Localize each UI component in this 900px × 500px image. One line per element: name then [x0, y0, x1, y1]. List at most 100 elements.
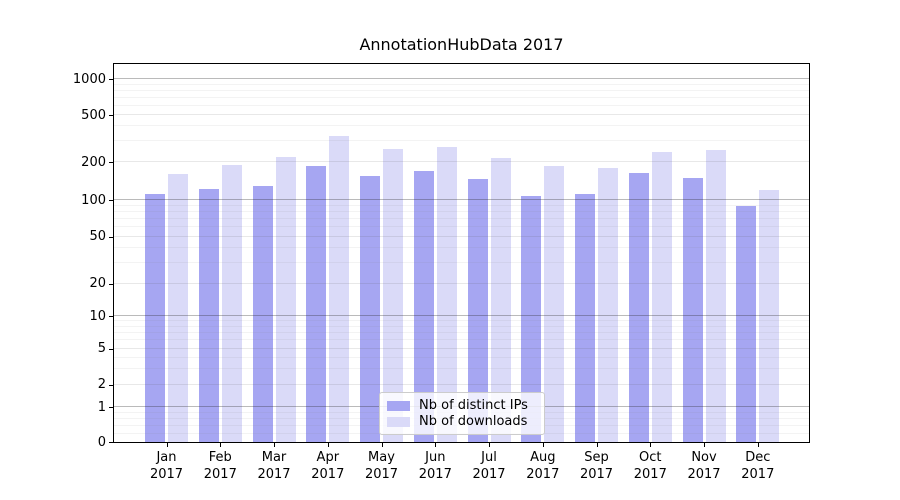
x-tick-label-may: May 2017	[364, 450, 399, 482]
bar-downloads-sep	[598, 167, 618, 442]
gridline-y-300	[114, 140, 809, 142]
y-tick-label-1: 1	[97, 399, 106, 415]
bar-downloads-oct	[651, 151, 672, 442]
y-tick-mark-2	[109, 384, 113, 386]
legend-swatch-downloads	[387, 417, 410, 427]
gridline-y-50	[114, 235, 809, 237]
x-tick-label-mar: Mar 2017	[257, 450, 291, 482]
gridline-y-700	[114, 96, 809, 98]
gridline-y-2	[114, 383, 809, 385]
bar-distinct-ips-sep	[575, 194, 595, 442]
x-tick-mark-feb	[220, 443, 222, 447]
bar-distinct-ips-aug	[521, 196, 542, 442]
gridline-y-90	[114, 204, 809, 206]
x-tick-mark-jul	[489, 443, 490, 447]
y-tick-mark-5	[109, 348, 113, 350]
bar-distinct-ips-mar	[252, 185, 273, 442]
x-tick-mark-jun	[435, 443, 437, 447]
x-tick-label-nov: Nov 2017	[687, 450, 721, 482]
y-tick-label-10: 10	[89, 308, 106, 324]
x-tick-mark-sep	[596, 443, 598, 447]
bar-distinct-ips-apr	[306, 166, 327, 442]
legend: Nb of distinct IPs Nb of downloads	[379, 392, 545, 435]
y-tick-mark-1	[109, 407, 113, 409]
bar-downloads-aug	[544, 166, 565, 442]
gridline-y-200	[114, 161, 809, 162]
y-tick-label-2: 2	[97, 377, 106, 393]
gridline-y-4	[114, 356, 809, 358]
y-tick-label-20: 20	[89, 276, 106, 292]
bar-downloads-nov	[705, 149, 726, 442]
bar-distinct-ips-dec	[736, 205, 757, 442]
bar-distinct-ips-may	[360, 176, 380, 442]
y-tick-mark-20	[109, 283, 113, 285]
x-tick-mark-dec	[757, 443, 759, 447]
gridline-y-5	[114, 347, 809, 349]
bar-downloads-jan	[168, 174, 188, 442]
y-tick-label-0: 0	[97, 434, 106, 450]
gridline-y-60	[114, 226, 809, 228]
y-tick-mark-500	[109, 115, 113, 116]
gridline-y-400	[114, 125, 809, 127]
y-tick-mark-50	[109, 236, 113, 238]
gridline-y-9	[114, 320, 809, 321]
gridline-y-70	[114, 218, 809, 220]
x-tick-label-feb: Feb 2017	[203, 450, 237, 482]
x-tick-label-aug: Aug 2017	[526, 450, 560, 482]
chart-title: AnnotationHubData 2017	[359, 35, 564, 54]
gridline-y-3	[114, 367, 809, 369]
x-tick-mark-may	[381, 443, 383, 447]
legend-entry-downloads: Nb of downloads	[387, 414, 536, 430]
bar-distinct-ips-jul	[467, 178, 488, 442]
x-tick-mark-nov	[704, 443, 705, 447]
x-tick-label-oct: Oct 2017	[633, 450, 667, 482]
x-tick-mark-jan	[166, 443, 168, 447]
y-tick-mark-10	[109, 316, 113, 317]
gridline-y-900	[114, 83, 809, 85]
gridline-y-40	[114, 247, 809, 249]
gridline-y-100	[114, 199, 809, 201]
x-tick-mark-mar	[274, 443, 275, 447]
bar-distinct-ips-jun	[413, 171, 434, 442]
x-tick-label-jan: Jan 2017	[149, 450, 184, 482]
x-tick-label-jul: Jul 2017	[472, 450, 506, 482]
gridline-y-20	[114, 282, 809, 284]
bar-downloads-jun	[436, 146, 457, 442]
y-tick-label-100: 100	[81, 192, 106, 208]
y-tick-label-200: 200	[81, 154, 106, 170]
gridline-y-1000	[114, 78, 809, 80]
y-tick-label-500: 500	[81, 107, 106, 123]
bar-downloads-jul	[490, 158, 511, 442]
legend-entry-distinct-ips: Nb of distinct IPs	[387, 398, 536, 414]
y-tick-label-1000: 1000	[72, 71, 106, 87]
gridline-y-6	[114, 339, 809, 341]
legend-label-distinct-ips: Nb of distinct IPs	[419, 398, 528, 413]
bars-layer	[114, 64, 809, 442]
plot-area	[113, 63, 810, 443]
gridline-y-8	[114, 325, 809, 327]
bar-distinct-ips-oct	[628, 173, 649, 442]
gridline-y-800	[114, 89, 809, 91]
grid-layer	[114, 64, 809, 442]
gridline-y-30	[114, 261, 809, 263]
y-tick-label-50: 50	[89, 229, 106, 245]
gridline-y-7	[114, 331, 809, 333]
y-tick-mark-0	[109, 442, 113, 443]
x-tick-mark-apr	[327, 443, 329, 447]
x-tick-mark-aug	[542, 443, 544, 447]
bar-downloads-feb	[221, 164, 242, 442]
y-tick-mark-100	[109, 200, 113, 202]
bar-downloads-dec	[759, 190, 780, 442]
bar-distinct-ips-feb	[198, 188, 219, 442]
legend-swatch-distinct-ips	[387, 401, 410, 411]
legend-label-downloads: Nb of downloads	[419, 414, 528, 429]
x-tick-label-dec: Dec 2017	[741, 450, 775, 482]
x-tick-label-sep: Sep 2017	[579, 450, 614, 482]
y-tick-mark-1000	[109, 79, 113, 81]
gridline-y-600	[114, 104, 809, 106]
bar-distinct-ips-nov	[682, 177, 703, 442]
y-tick-mark-200	[109, 162, 113, 163]
x-tick-label-apr: Apr 2017	[311, 450, 345, 482]
gridline-y-80	[114, 211, 809, 213]
